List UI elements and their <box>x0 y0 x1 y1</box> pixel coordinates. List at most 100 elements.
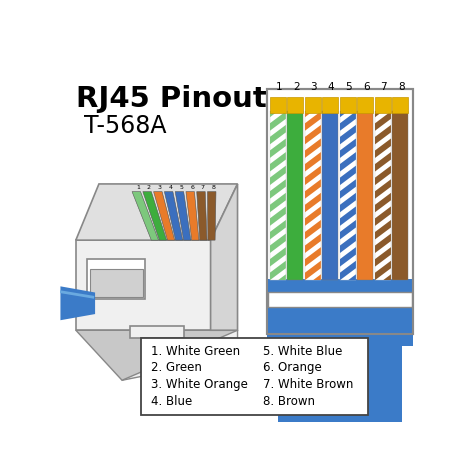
Text: 5. White Blue: 5. White Blue <box>263 345 342 357</box>
Text: 6. Orange: 6. Orange <box>263 362 321 374</box>
Polygon shape <box>305 206 321 226</box>
Text: 7: 7 <box>381 82 387 91</box>
Polygon shape <box>305 247 321 266</box>
Bar <box>322 111 338 280</box>
Bar <box>90 269 143 297</box>
Polygon shape <box>340 138 356 158</box>
Polygon shape <box>305 220 321 239</box>
Bar <box>270 97 286 113</box>
Text: 2. Green: 2. Green <box>151 362 201 374</box>
Polygon shape <box>375 165 391 185</box>
Polygon shape <box>340 179 356 199</box>
Polygon shape <box>375 98 391 117</box>
Text: 6: 6 <box>190 185 194 190</box>
Polygon shape <box>375 152 391 172</box>
Text: 3: 3 <box>158 185 162 190</box>
Polygon shape <box>375 193 391 212</box>
Bar <box>305 111 321 280</box>
Polygon shape <box>375 234 391 253</box>
Bar <box>340 111 356 280</box>
Text: 3: 3 <box>310 82 317 91</box>
Polygon shape <box>305 111 321 131</box>
Polygon shape <box>375 84 391 104</box>
Polygon shape <box>270 152 286 172</box>
Polygon shape <box>305 261 321 280</box>
Text: 4: 4 <box>328 82 335 91</box>
Polygon shape <box>270 274 286 294</box>
Polygon shape <box>175 191 191 240</box>
Polygon shape <box>61 286 95 320</box>
Polygon shape <box>210 184 237 330</box>
Polygon shape <box>340 165 356 185</box>
Bar <box>375 111 391 280</box>
Polygon shape <box>340 152 356 172</box>
Polygon shape <box>270 84 286 104</box>
Bar <box>322 97 338 113</box>
Polygon shape <box>270 165 286 185</box>
Polygon shape <box>375 71 391 90</box>
Polygon shape <box>340 206 356 226</box>
Bar <box>267 89 413 334</box>
Text: 8. Brown: 8. Brown <box>263 395 315 408</box>
Polygon shape <box>270 193 286 212</box>
Text: 2: 2 <box>147 185 151 190</box>
Polygon shape <box>375 261 391 280</box>
Text: 2: 2 <box>293 82 300 91</box>
Text: 7. White Brown: 7. White Brown <box>263 378 353 392</box>
Polygon shape <box>270 206 286 226</box>
Polygon shape <box>305 84 321 104</box>
Bar <box>141 338 368 415</box>
Bar <box>87 259 145 300</box>
Polygon shape <box>270 288 286 307</box>
Polygon shape <box>305 179 321 199</box>
Polygon shape <box>132 191 158 240</box>
Polygon shape <box>186 191 199 240</box>
Polygon shape <box>305 234 321 253</box>
Polygon shape <box>270 57 286 76</box>
Polygon shape <box>375 30 391 49</box>
Polygon shape <box>305 152 321 172</box>
Polygon shape <box>340 44 356 63</box>
Polygon shape <box>340 193 356 212</box>
Polygon shape <box>270 111 286 131</box>
Polygon shape <box>340 234 356 253</box>
Text: 1: 1 <box>136 185 140 190</box>
Polygon shape <box>76 330 237 380</box>
Polygon shape <box>305 30 321 49</box>
Polygon shape <box>305 274 321 294</box>
Polygon shape <box>375 220 391 239</box>
Polygon shape <box>76 184 237 240</box>
Polygon shape <box>270 247 286 266</box>
Polygon shape <box>122 330 237 380</box>
Polygon shape <box>340 71 356 90</box>
Polygon shape <box>305 138 321 158</box>
Polygon shape <box>305 71 321 90</box>
Bar <box>287 97 303 113</box>
Polygon shape <box>340 30 356 49</box>
Polygon shape <box>130 327 183 338</box>
Bar <box>392 111 409 280</box>
Polygon shape <box>270 44 286 63</box>
Polygon shape <box>305 44 321 63</box>
Polygon shape <box>197 191 207 240</box>
Polygon shape <box>375 125 391 145</box>
Bar <box>357 111 374 280</box>
Polygon shape <box>340 274 356 294</box>
Text: 8: 8 <box>212 185 216 190</box>
Bar <box>267 89 413 334</box>
Polygon shape <box>270 234 286 253</box>
Text: 5: 5 <box>346 82 352 91</box>
Polygon shape <box>164 191 183 240</box>
Text: 1: 1 <box>275 82 282 91</box>
Polygon shape <box>375 206 391 226</box>
Text: 8: 8 <box>398 82 405 91</box>
Polygon shape <box>340 125 356 145</box>
Text: 7: 7 <box>201 185 205 190</box>
Text: 6: 6 <box>363 82 370 91</box>
Bar <box>270 111 286 280</box>
Polygon shape <box>270 179 286 199</box>
Polygon shape <box>375 179 391 199</box>
Polygon shape <box>340 57 356 76</box>
Polygon shape <box>340 247 356 266</box>
Polygon shape <box>154 191 174 240</box>
